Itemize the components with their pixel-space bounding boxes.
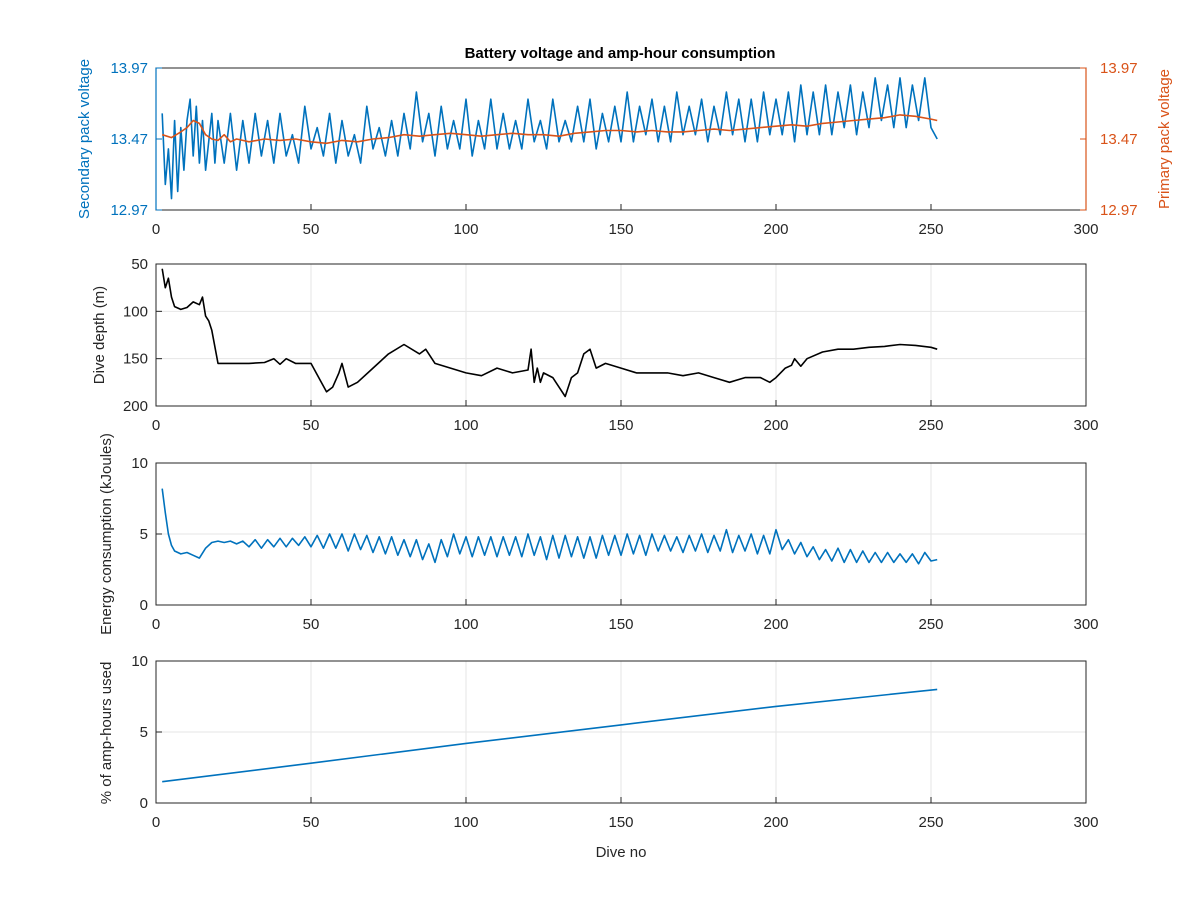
x-tick-label: 200 (763, 616, 788, 633)
y-tick-labels: 0 5 10 (131, 455, 162, 614)
x-axis-label: Dive no (596, 844, 647, 861)
x-tick-label: 150 (608, 417, 633, 434)
x-tick-label: 200 (763, 814, 788, 831)
x-tick-labels: 0 50 100 150 200 250 300 (152, 204, 1099, 238)
panel-depth: 0 50 100 150 200 250 300 50 100 150 200 Dive dept… (91, 256, 1099, 434)
y-tick-labels-left: 12.97 13.47 13.97 (110, 60, 162, 219)
x-tick-label: 150 (608, 814, 633, 831)
x-tick-label: 250 (918, 814, 943, 831)
series-line-0 (161, 488, 938, 565)
y-axis-label-right: Primary pack voltage (1156, 69, 1173, 209)
x-tick-label: 100 (453, 221, 478, 238)
grid (155, 263, 1087, 407)
x-tick-labels: 0 50 100 150 200 250 300 (152, 797, 1099, 831)
y-tick-label: 12.97 (1100, 202, 1138, 219)
x-tick-label: 100 (453, 814, 478, 831)
x-tick-label: 300 (1073, 221, 1098, 238)
y-tick-label: 5 (140, 526, 148, 543)
x-tick-label: 50 (303, 616, 320, 633)
x-tick-label: 100 (453, 616, 478, 633)
y-axis-label: Dive depth (m) (91, 286, 108, 384)
x-tick-label: 50 (303, 814, 320, 831)
x-tick-label: 150 (608, 616, 633, 633)
x-tick-label: 0 (152, 616, 160, 633)
series-layer (161, 268, 938, 398)
series-layer (161, 488, 938, 565)
y-tick-label: 150 (123, 351, 148, 368)
x-tick-label: 50 (303, 221, 320, 238)
x-tick-label: 250 (918, 417, 943, 434)
x-tick-label: 200 (763, 221, 788, 238)
series-line-0 (162, 688, 938, 783)
x-tick-label: 0 (152, 221, 160, 238)
x-tick-labels: 0 50 100 150 200 250 300 (152, 400, 1099, 434)
y-axis-label: Energy consumption (kJoules) (98, 433, 115, 635)
y-tick-label: 100 (123, 303, 148, 320)
x-tick-label: 250 (918, 221, 943, 238)
y-axis-label-left: Secondary pack voltage (76, 59, 93, 219)
y-tick-label: 12.97 (110, 202, 148, 219)
series-line-1 (161, 114, 938, 145)
y-tick-label: 13.97 (1100, 60, 1138, 77)
x-tick-label: 100 (453, 417, 478, 434)
panel-voltage: 0 50 100 150 200 250 300 12.97 13.47 13.97 12.97… (76, 45, 1173, 238)
y-axis-label: % of amp-hours used (98, 662, 115, 805)
y-tick-label: 5 (140, 724, 148, 741)
y-tick-label: 10 (131, 455, 148, 472)
y-tick-label: 0 (140, 597, 148, 614)
chart-title: Battery voltage and amp-hour consumption (465, 45, 776, 62)
y-tick-label: 13.97 (110, 60, 148, 77)
panel-energy: 0 50 100 150 200 250 300 0 5 10 Energy consumpti… (98, 433, 1099, 635)
x-tick-label: 150 (608, 221, 633, 238)
grid (155, 462, 1087, 606)
x-tick-labels: 0 50 100 150 200 250 300 (152, 599, 1099, 633)
grid (155, 660, 1087, 804)
y-tick-label: 10 (131, 653, 148, 670)
x-tick-label: 250 (918, 616, 943, 633)
y-tick-label: 13.47 (1100, 131, 1138, 148)
x-tick-label: 0 (152, 814, 160, 831)
x-tick-label: 50 (303, 417, 320, 434)
x-tick-label: 300 (1073, 417, 1098, 434)
panel-amp-hours: 0 50 100 150 200 250 300 0 5 10 % of amp-hours u… (98, 653, 1099, 861)
y-tick-labels: 0 5 10 (131, 653, 162, 812)
y-tick-label: 200 (123, 398, 148, 415)
y-tick-labels: 50 100 150 200 (123, 256, 162, 415)
y-tick-label: 13.47 (110, 131, 148, 148)
series-line-0 (161, 77, 938, 200)
x-tick-label: 200 (763, 417, 788, 434)
y-tick-label: 0 (140, 795, 148, 812)
x-tick-label: 300 (1073, 814, 1098, 831)
x-tick-label: 0 (152, 417, 160, 434)
y-tick-labels-right: 12.97 13.47 13.97 (1080, 60, 1138, 219)
series-line-0 (161, 268, 938, 398)
y-tick-label: 50 (131, 256, 148, 273)
x-tick-label: 300 (1073, 616, 1098, 633)
series-layer (162, 688, 938, 783)
series-layer (161, 77, 938, 200)
